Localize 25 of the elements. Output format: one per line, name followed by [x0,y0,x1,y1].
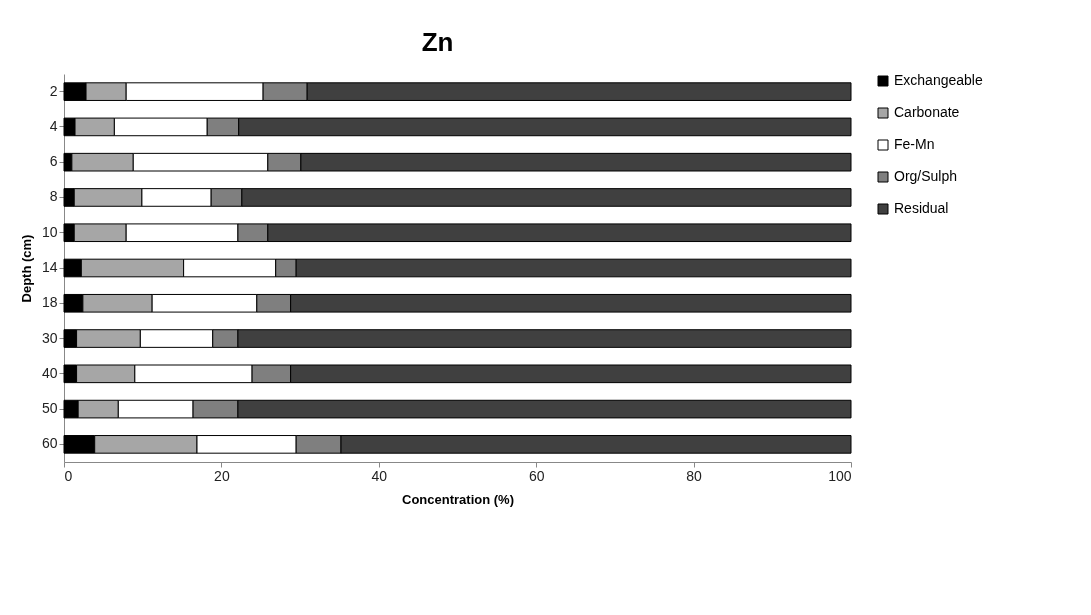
legend-label: Residual [894,200,949,216]
legend-label: Carbonate [894,104,960,120]
legend-label: Exchangeable [894,72,983,88]
y-axis-title: Depth (cm) [18,234,34,303]
y-tick-label: 10 [41,223,58,240]
y-tick-label: 14 [41,259,58,275]
x-tick-label: 40 [371,467,388,484]
y-tick-label: 4 [49,117,58,134]
y-tick-label: 30 [41,329,58,346]
legend-label: Fe-Mn [894,136,935,152]
y-tick-label: 40 [41,364,58,381]
x-tick-label: 100 [828,467,852,484]
y-tick-label: 18 [41,294,58,311]
y-tick-label: 8 [49,188,58,205]
chart-title: Zn [421,27,454,57]
legend-label: Org/Sulph [894,168,958,184]
x-axis-title: Concentration (%) [402,491,514,507]
x-tick-label: 80 [686,467,703,484]
x-tick-label: 60 [528,467,545,484]
y-tick-label: 2 [49,82,58,99]
y-tick-label: 60 [41,435,58,452]
x-tick-label: 0 [64,467,73,484]
y-tick-label: 50 [41,400,58,417]
y-tick-label: 6 [49,153,58,170]
x-tick-label: 20 [214,467,230,484]
